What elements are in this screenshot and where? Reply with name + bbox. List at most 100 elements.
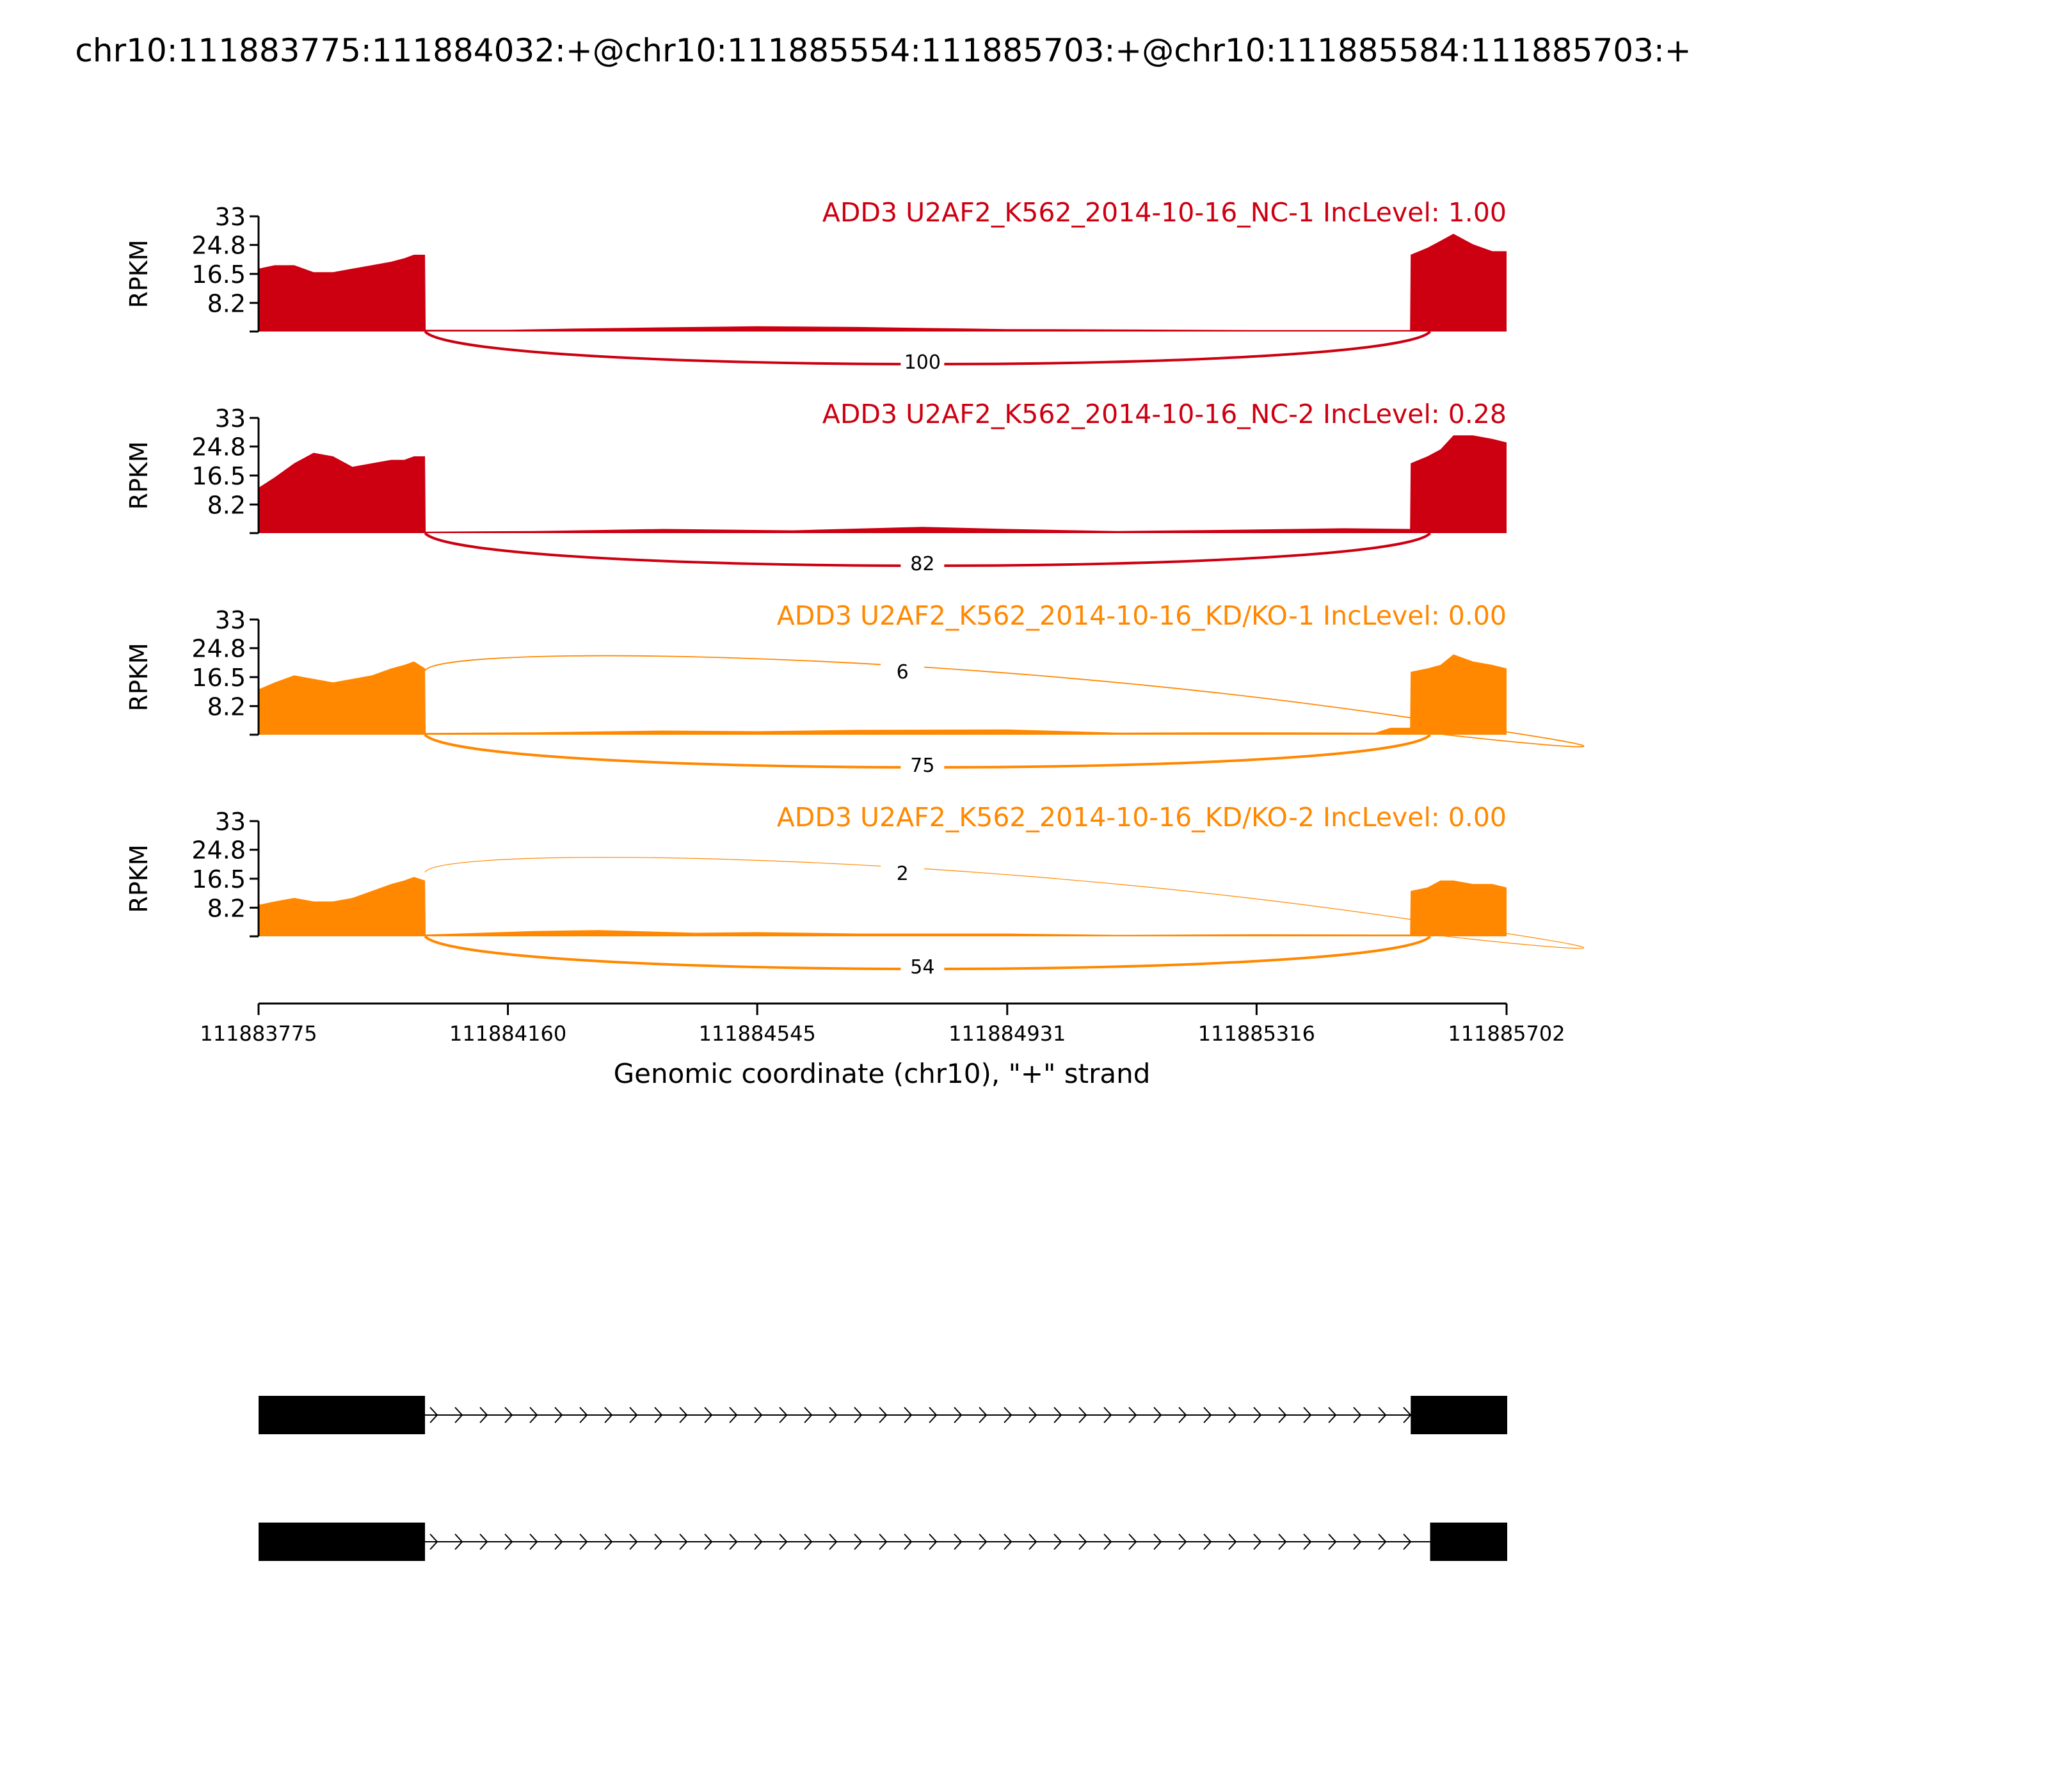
strand-arrow bbox=[454, 1407, 463, 1423]
strand-arrow bbox=[729, 1407, 738, 1423]
strand-arrow bbox=[1228, 1533, 1237, 1550]
strand-arrow bbox=[479, 1407, 488, 1423]
junction-count-label: 100 bbox=[904, 351, 941, 374]
x-tick-label: 111885316 bbox=[1198, 1021, 1315, 1046]
strand-arrow bbox=[879, 1407, 888, 1423]
x-tick-label: 111884160 bbox=[449, 1021, 566, 1046]
strand-arrow bbox=[929, 1533, 938, 1550]
x-axis-label: Genomic coordinate (chr10), "+" strand bbox=[614, 1058, 1151, 1089]
x-tick-label: 111884931 bbox=[948, 1021, 1066, 1046]
strand-arrow bbox=[1178, 1533, 1187, 1550]
strand-arrow bbox=[904, 1407, 913, 1423]
exon-block bbox=[259, 1396, 426, 1434]
track-title: ADD3 U2AF2_K562_2014-10-16_KD/KO-2 IncLe… bbox=[777, 802, 1507, 833]
y-axis-label: RPKM bbox=[125, 239, 153, 308]
y-tick-label: 16.5 bbox=[191, 865, 246, 893]
strand-arrow bbox=[1353, 1407, 1362, 1423]
strand-arrow bbox=[729, 1533, 738, 1550]
junction-arc bbox=[424, 857, 1585, 949]
strand-arrow bbox=[1378, 1407, 1387, 1423]
y-tick-label: 33 bbox=[215, 203, 246, 231]
strand-arrow bbox=[779, 1533, 788, 1550]
y-tick-label: 24.8 bbox=[191, 433, 246, 461]
strand-arrow bbox=[1403, 1407, 1412, 1423]
strand-arrow bbox=[1028, 1407, 1037, 1423]
strand-arrow bbox=[1153, 1533, 1162, 1550]
track-1: 8.216.524.833 RPKM ADD3 U2AF2_K562_2014-10… bbox=[125, 197, 1507, 374]
strand-arrow bbox=[904, 1533, 913, 1550]
track-4: 8.216.524.833 RPKM ADD3 U2AF2_K562_2014-10… bbox=[125, 802, 1585, 979]
junction-count-label: 82 bbox=[910, 553, 934, 575]
y-tick-label: 8.2 bbox=[207, 692, 246, 721]
exon-block bbox=[259, 1523, 426, 1561]
strand-arrow bbox=[1203, 1533, 1212, 1550]
junction-label-bg bbox=[881, 861, 925, 885]
strand-arrow bbox=[654, 1407, 663, 1423]
strand-arrow bbox=[1103, 1407, 1112, 1423]
strand-arrow bbox=[679, 1533, 688, 1550]
junction-count-label: 6 bbox=[897, 661, 909, 684]
strand-arrow bbox=[679, 1407, 688, 1423]
y-tick-label: 33 bbox=[215, 606, 246, 634]
strand-arrow bbox=[854, 1407, 863, 1423]
y-tick-label: 33 bbox=[215, 808, 246, 836]
strand-arrow bbox=[804, 1533, 813, 1550]
track-title: ADD3 U2AF2_K562_2014-10-16_NC-1 IncLevel… bbox=[822, 197, 1507, 228]
junction-label-bg bbox=[900, 753, 945, 777]
y-axis-label: RPKM bbox=[125, 441, 153, 509]
strand-arrow bbox=[504, 1533, 513, 1550]
y-tick-label: 16.5 bbox=[191, 664, 246, 692]
gene-models bbox=[259, 1396, 1508, 1561]
strand-arrow bbox=[1053, 1407, 1062, 1423]
strand-arrow bbox=[1378, 1533, 1387, 1550]
gene-model-1 bbox=[259, 1396, 1508, 1434]
coverage-area bbox=[259, 877, 1507, 936]
strand-arrow bbox=[804, 1407, 813, 1423]
strand-arrow bbox=[879, 1533, 888, 1550]
strand-arrow bbox=[454, 1533, 463, 1550]
strand-arrow bbox=[504, 1407, 513, 1423]
y-axis-label: RPKM bbox=[125, 643, 153, 711]
strand-arrow bbox=[479, 1533, 488, 1550]
strand-arrow bbox=[1228, 1407, 1237, 1423]
junction-label-bg bbox=[900, 954, 945, 979]
exon-block bbox=[1411, 1396, 1508, 1434]
strand-arrow bbox=[604, 1407, 613, 1423]
strand-arrow bbox=[554, 1407, 563, 1423]
strand-arrow bbox=[954, 1407, 963, 1423]
coverage-area bbox=[259, 234, 1507, 332]
strand-arrow bbox=[854, 1533, 863, 1550]
x-axis: 111883775 111884160 111884545 111884931 1118… bbox=[200, 1002, 1565, 1046]
strand-arrow bbox=[1128, 1407, 1137, 1423]
junction-count-label: 75 bbox=[910, 755, 934, 777]
strand-arrow bbox=[1078, 1407, 1087, 1423]
strand-arrow bbox=[654, 1533, 663, 1550]
junction-arc bbox=[424, 655, 1585, 748]
exon-block bbox=[1430, 1523, 1508, 1561]
junction-label-bg bbox=[900, 551, 945, 575]
strand-arrow bbox=[1004, 1533, 1012, 1550]
y-tick-label: 8.2 bbox=[207, 289, 246, 317]
x-tick-label: 111883775 bbox=[200, 1021, 317, 1046]
x-tick-label: 111884545 bbox=[699, 1021, 816, 1046]
y-axis-label: RPKM bbox=[125, 844, 153, 913]
strand-arrow bbox=[529, 1407, 538, 1423]
y-tick-label: 24.8 bbox=[191, 635, 246, 663]
strand-arrow bbox=[954, 1533, 963, 1550]
strand-arrow bbox=[1303, 1533, 1312, 1550]
strand-arrow bbox=[1353, 1533, 1362, 1550]
strand-arrow bbox=[1203, 1407, 1212, 1423]
strand-arrow bbox=[1004, 1407, 1012, 1423]
strand-arrow bbox=[754, 1407, 763, 1423]
strand-arrow bbox=[704, 1533, 713, 1550]
y-tick-label: 16.5 bbox=[191, 462, 246, 490]
y-tick-label: 16.5 bbox=[191, 260, 246, 289]
strand-arrow bbox=[1253, 1533, 1262, 1550]
strand-arrow bbox=[979, 1407, 988, 1423]
y-tick-label: 8.2 bbox=[207, 894, 246, 922]
strand-arrow bbox=[1328, 1407, 1337, 1423]
strand-arrow bbox=[1328, 1533, 1337, 1550]
y-tick-label: 24.8 bbox=[191, 836, 246, 865]
junction-label-bg bbox=[881, 659, 925, 684]
